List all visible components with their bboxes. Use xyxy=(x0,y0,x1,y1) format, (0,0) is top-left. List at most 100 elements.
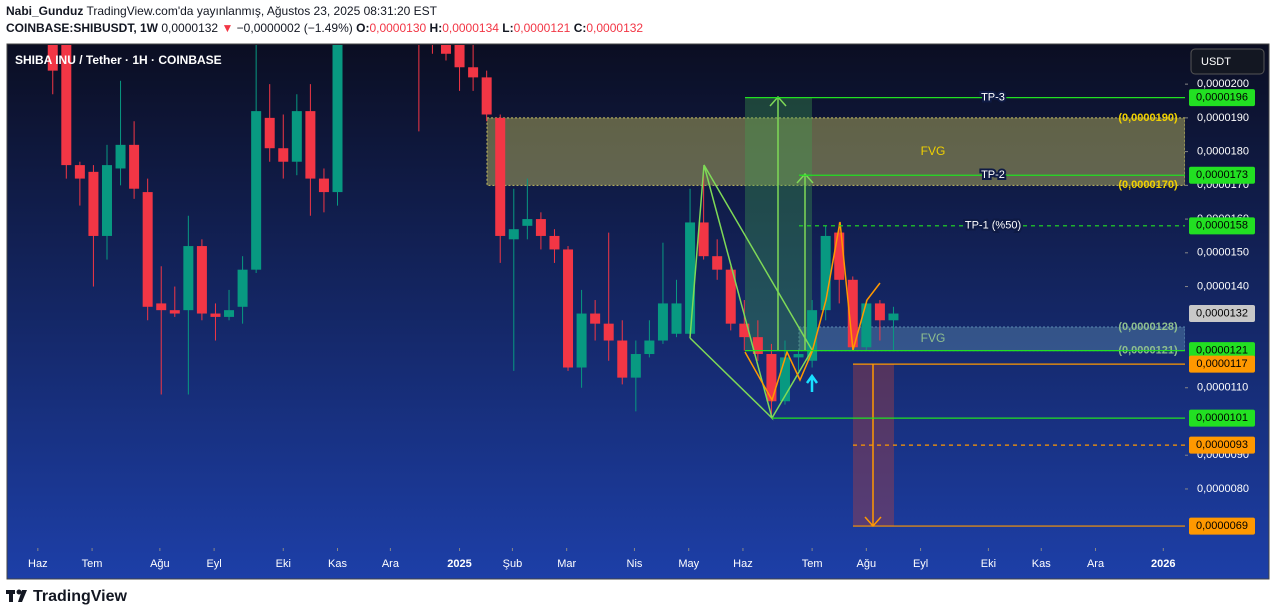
fvg-label: FVG xyxy=(921,144,946,158)
c: 0,0000132 xyxy=(586,21,644,35)
fvg-bottom-label: (0,0000170) xyxy=(1118,179,1178,191)
candle-body xyxy=(590,313,601,324)
o: 0,0000130 xyxy=(369,21,427,35)
x-tick-label: Ara xyxy=(382,558,400,570)
candle-body xyxy=(129,144,140,189)
c-label: C: xyxy=(573,21,587,35)
candle-body xyxy=(807,310,818,361)
price-badge-label: 0,0000158 xyxy=(1196,220,1248,232)
x-tick-label: Haz xyxy=(733,558,753,570)
x-tick-label: 2026 xyxy=(1151,558,1175,570)
price-badge-label: 0,0000093 xyxy=(1196,439,1248,451)
candle-body xyxy=(237,269,248,307)
chart-panel xyxy=(6,43,1270,580)
plot xyxy=(47,45,1185,527)
candle-body xyxy=(712,256,723,270)
fvg-top-label: (0,0000128) xyxy=(1118,321,1178,333)
fvg-label: FVG xyxy=(921,331,946,345)
level-name: TP-3 xyxy=(981,92,1005,104)
candle-body xyxy=(847,279,858,348)
candle-body xyxy=(495,117,506,236)
price-badge xyxy=(1189,436,1255,454)
candle-body xyxy=(454,45,465,68)
candle-body xyxy=(169,310,180,314)
price-badge xyxy=(1189,166,1255,184)
candle-body xyxy=(698,222,709,257)
x-tick-label: Şub xyxy=(503,558,523,570)
candle-body xyxy=(657,303,668,341)
o-label: O: xyxy=(356,21,370,35)
price-badge xyxy=(1189,409,1255,427)
x-tick-label: Ağu xyxy=(150,558,170,570)
h-label: H: xyxy=(429,21,443,35)
x-tick-label: Mar xyxy=(557,558,576,570)
x-tick-label: Kas xyxy=(1032,558,1051,570)
candle-body xyxy=(563,249,574,368)
x-tick-label: Tem xyxy=(82,558,103,570)
header-line: COINBASE:SHIBUSDT, 1W 0,0000132 ▼ −0,000… xyxy=(6,21,643,35)
y-tick-label: 0,0000150 xyxy=(1197,247,1249,259)
price-badge xyxy=(1189,217,1255,235)
candle-body xyxy=(332,45,343,193)
y-tick-label: 0,0000110 xyxy=(1197,382,1248,394)
level-name: TP-2 xyxy=(981,169,1005,181)
price-badge xyxy=(1189,355,1255,373)
symbol: COINBASE:SHIBUSDT, 1W xyxy=(6,21,159,35)
x-tick-label: Ağu xyxy=(857,558,877,570)
candle-body xyxy=(739,323,750,338)
candle-body xyxy=(834,232,845,280)
fvg-zone xyxy=(486,117,1185,186)
author: Nabi_Gunduz xyxy=(6,4,84,18)
candle-body xyxy=(644,340,655,355)
y-tick-label: 0,0000140 xyxy=(1197,280,1249,292)
y-tick-label: 0,0000190 xyxy=(1197,112,1249,124)
price-badge xyxy=(1189,517,1255,535)
candle-body xyxy=(74,165,85,179)
y-tick-label: 0,0000200 xyxy=(1197,78,1249,90)
candle-body xyxy=(305,111,316,179)
price-badge-label: 0,0000069 xyxy=(1196,520,1248,532)
candle-body xyxy=(888,313,899,321)
price-badge-label: 0,0000101 xyxy=(1196,412,1248,424)
candle-body xyxy=(61,45,72,166)
candle-body xyxy=(549,235,560,250)
candle-body xyxy=(468,67,479,78)
candle-body xyxy=(793,354,804,358)
candle-body xyxy=(183,246,194,311)
candle-body xyxy=(861,303,872,348)
last: 0,0000132 xyxy=(161,21,219,35)
currency-button[interactable] xyxy=(1190,48,1265,75)
price-badge-label: 0,0000173 xyxy=(1196,169,1248,181)
candle-body xyxy=(685,222,696,334)
candle-body xyxy=(522,219,533,226)
candle-body xyxy=(820,235,831,311)
x-tick-label: Eyl xyxy=(913,558,928,570)
candle-body xyxy=(142,192,153,307)
level-name: TP-1 (%50) xyxy=(965,220,1021,232)
candle-body xyxy=(671,303,682,334)
last-price-label: 0,0000132 xyxy=(1196,307,1248,319)
candle-body xyxy=(440,45,451,54)
candle-body xyxy=(508,229,519,240)
x-tick-label: Tem xyxy=(802,558,823,570)
x-tick-label: Nis xyxy=(627,558,643,570)
header-line: Nabi_Gunduz TradingView.com'da yayınlanm… xyxy=(6,4,437,18)
y-tick-label: 0,0000080 xyxy=(1197,483,1249,495)
change: −0,0000002 (−1.49%) xyxy=(236,21,353,35)
x-tick-label: Eki xyxy=(276,558,291,570)
triangle-pattern xyxy=(689,164,774,421)
candle-body xyxy=(725,269,736,324)
currency[interactable]: USDT xyxy=(1201,56,1231,68)
x-tick-label: May xyxy=(678,558,699,570)
candle-body xyxy=(278,148,289,162)
candle-body xyxy=(630,354,641,378)
x-tick-label: Haz xyxy=(28,558,48,570)
candle-body xyxy=(156,303,167,311)
x-tick-label: Eyl xyxy=(206,558,221,570)
fvg-zone xyxy=(798,326,1185,352)
candle-body xyxy=(617,340,628,378)
arrow-head xyxy=(769,95,787,107)
price-badge xyxy=(1189,89,1255,107)
